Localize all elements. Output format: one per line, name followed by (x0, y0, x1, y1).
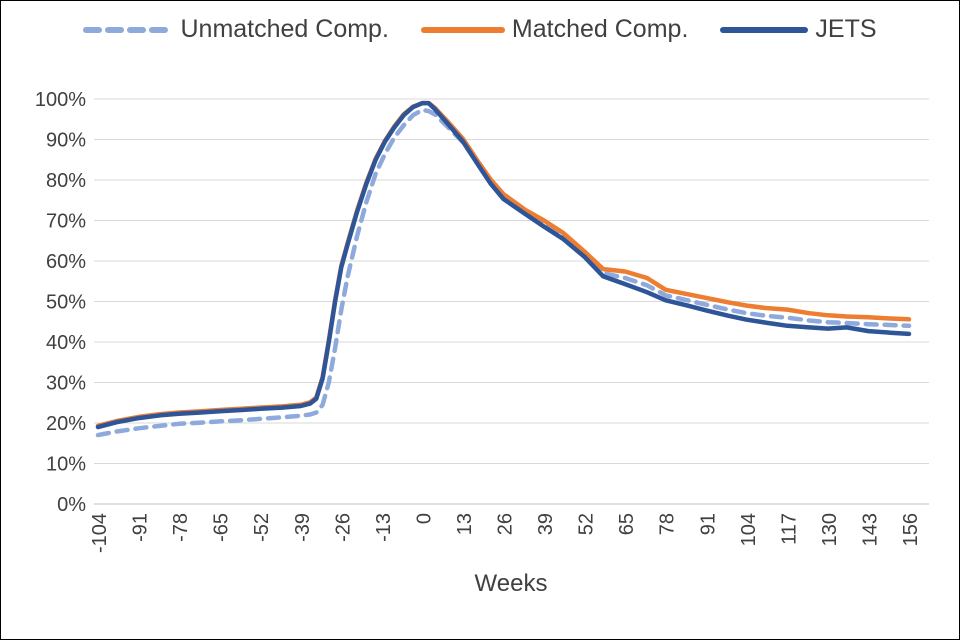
x-tick-label: 0 (413, 513, 435, 524)
y-tick-label: 60% (46, 251, 86, 273)
x-tick-label: -91 (130, 513, 152, 542)
x-tick-label: -26 (332, 513, 354, 542)
x-tick-label: 78 (657, 513, 679, 535)
legend-item-jets: JETS (720, 15, 877, 43)
series-line-matched-comp (95, 100, 912, 429)
x-tick-label: 52 (576, 513, 598, 535)
legend-label-matched-comp: Matched Comp. (511, 15, 689, 43)
x-tick-label: 104 (738, 513, 760, 546)
x-tick-label: 13 (454, 513, 476, 535)
legend-swatch-dashed-line (83, 26, 174, 33)
legend-swatch-solid-orange-line (420, 26, 505, 33)
legend-swatch-solid-blue-line (720, 26, 809, 33)
x-tick-label: -104 (89, 513, 111, 553)
y-tick-label: 50% (46, 292, 86, 314)
y-tick-label: 10% (46, 454, 86, 476)
y-tick-label: 90% (46, 130, 86, 152)
legend-item-matched-comp: Matched Comp. (420, 15, 689, 43)
series-lines (95, 100, 912, 438)
gridlines (94, 98, 929, 505)
y-tick-label: 100% (35, 89, 86, 111)
x-tick-label: -65 (211, 513, 233, 542)
x-tick-label: 65 (616, 513, 638, 535)
x-axis-tick-labels: -104 -91 -78 -65 -52 -39 -26 -13 0 13 26 39 52 65 78 91… (89, 513, 922, 553)
x-tick-label: -78 (170, 513, 192, 542)
chart-legend: Unmatched Comp. Matched Comp. JETS (1, 17, 959, 42)
x-tick-label: -13 (373, 513, 395, 542)
x-tick-label: 117 (778, 513, 800, 545)
y-tick-label: 40% (46, 332, 86, 354)
y-tick-label: 70% (46, 211, 86, 233)
x-tick-label: 143 (859, 513, 881, 546)
x-tick-label: 130 (819, 513, 841, 546)
x-tick-label: 39 (535, 513, 557, 535)
x-tick-label: 156 (900, 513, 922, 546)
y-tick-label: 20% (46, 413, 86, 435)
y-tick-label: 80% (46, 170, 86, 192)
x-tick-label: 26 (495, 513, 517, 535)
y-tick-label: 0% (57, 494, 86, 516)
y-tick-label: 30% (46, 373, 86, 395)
x-tick-label: -52 (251, 513, 273, 542)
series-line-unmatched-comp (95, 107, 912, 438)
x-tick-label: -39 (292, 513, 314, 542)
legend-item-unmatched-comp: Unmatched Comp. (83, 15, 389, 43)
series-line-jets (95, 100, 912, 430)
legend-label-unmatched-comp: Unmatched Comp. (180, 15, 389, 43)
legend-label-jets: JETS (815, 15, 877, 43)
y-axis-tick-labels: 0% 10% 20% 30% 40% 50% 60% 70% 80% 90% 100% (35, 89, 86, 516)
x-axis-title: Weeks (475, 570, 548, 597)
x-tick-label: 91 (697, 513, 719, 535)
